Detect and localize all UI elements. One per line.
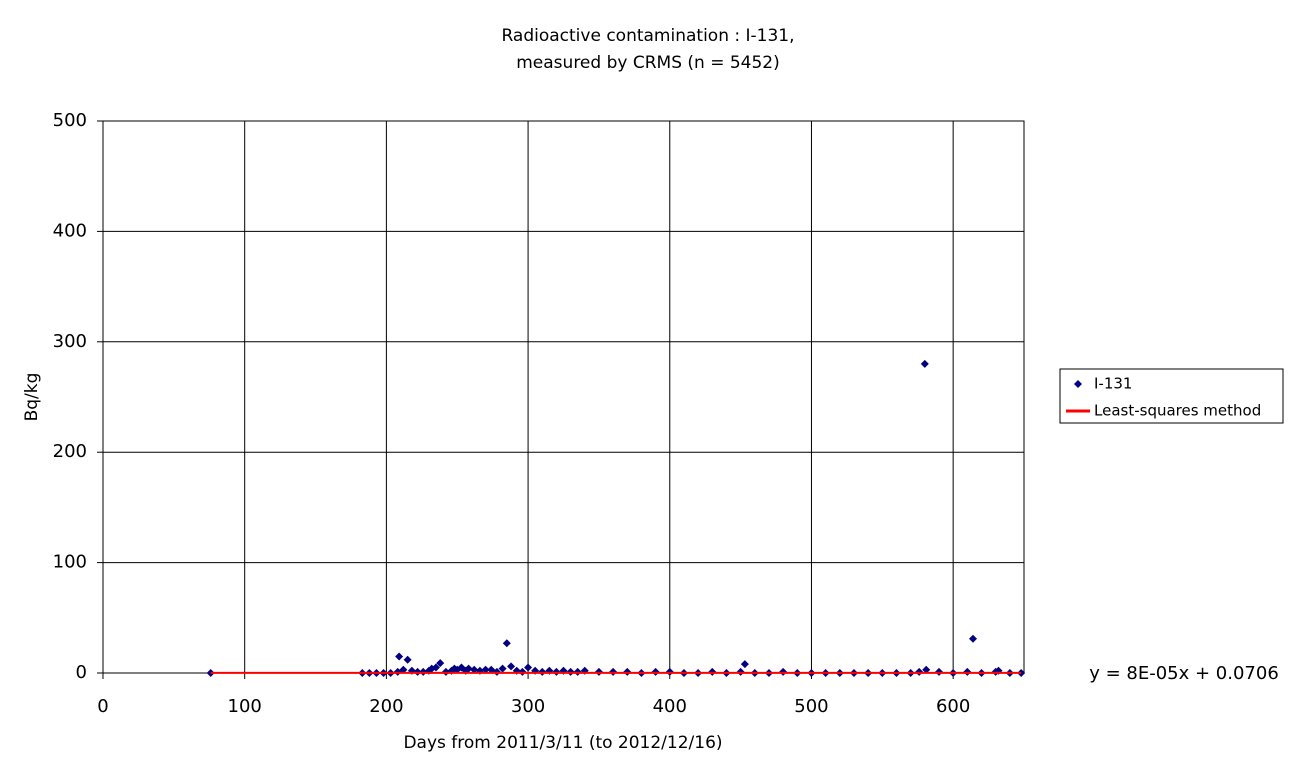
point [395,652,404,661]
x-tick-label: 100 [228,696,262,717]
point [524,663,533,672]
point [740,660,749,669]
x-tick-label: 500 [794,696,828,717]
point [464,664,473,673]
point [502,639,511,648]
x-tick-label: 600 [936,696,970,717]
point [436,659,445,668]
point [399,665,408,674]
point [920,359,929,368]
x-tick-label: 400 [653,696,687,717]
y-tick-label: 500 [53,110,87,131]
legend-box [1059,368,1284,424]
x-tick-label: 0 [97,696,108,717]
y-tick-label: 200 [53,441,87,462]
point [403,655,412,664]
y-tick-label: 400 [53,220,87,241]
x-tick-label: 300 [511,696,545,717]
point [206,669,215,677]
y-tick-label: 300 [53,331,87,352]
point [498,664,507,673]
y-axis-label: Bq/kg [22,373,42,422]
point [922,665,931,674]
point [507,662,516,671]
legend-label: I-131 [1094,375,1132,393]
legend-label: Least-squares method [1094,402,1261,420]
y-tick-label: 100 [53,552,87,573]
y-tick-label: 0 [76,662,87,683]
point [481,665,490,674]
chart-title: measured by CRMS (n = 5452) [516,53,780,73]
legend-marker [1074,380,1082,388]
x-axis-label: Days from 2011/3/11 (to 2012/12/16) [403,733,722,753]
point [968,634,977,643]
chart-title: Radioactive contamination : I-131, [501,26,794,46]
point [431,663,440,672]
fit-equation: y = 8E-05x + 0.0706 [1089,663,1279,684]
point [470,665,479,674]
x-tick-label: 200 [369,696,403,717]
